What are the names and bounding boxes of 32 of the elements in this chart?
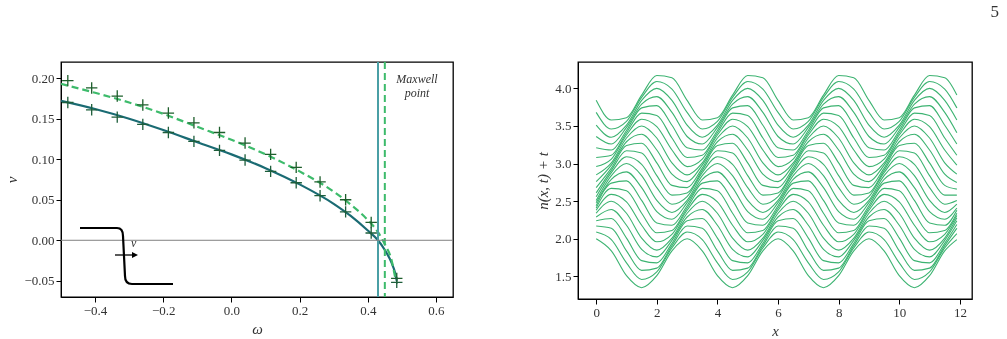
x-tick-label: −0.2 bbox=[151, 302, 176, 318]
y-axis-title: v bbox=[4, 176, 21, 184]
y-tick-label: 2.0 bbox=[555, 231, 572, 247]
y-tick-label: 0.20 bbox=[31, 70, 55, 86]
y-tick-label: −0.05 bbox=[24, 273, 55, 289]
x-tick-label: 0.2 bbox=[291, 302, 309, 318]
y-tick-label: 0.00 bbox=[31, 232, 55, 248]
x-tick-label: −0.4 bbox=[83, 302, 108, 318]
y-tick-label: 3.5 bbox=[555, 118, 572, 134]
x-tick-label: 0.0 bbox=[223, 302, 241, 318]
annotation: Maxwell point bbox=[395, 72, 439, 100]
y-tick-label: 2.5 bbox=[555, 193, 572, 209]
x-tick-label: 0.6 bbox=[428, 302, 446, 318]
x-tick-label: 12 bbox=[953, 304, 967, 320]
x-tick-label: 0 bbox=[593, 304, 600, 320]
y-tick-label: 4.0 bbox=[555, 80, 572, 96]
x-tick-label: 10 bbox=[893, 304, 907, 320]
x-tick-label: 0.4 bbox=[360, 302, 377, 318]
y-tick-label: 3.0 bbox=[555, 156, 572, 172]
y-tick-label: 0.15 bbox=[31, 111, 55, 127]
annotation: v bbox=[131, 236, 137, 250]
y-tick-label: 1.5 bbox=[555, 268, 572, 284]
y-axis-title: n(x, t) + t bbox=[535, 151, 553, 210]
x-tick-label: 6 bbox=[775, 304, 783, 320]
x-tick-label: 2 bbox=[654, 304, 661, 320]
text: 5 bbox=[990, 2, 999, 22]
x-axis-title: ω bbox=[252, 320, 263, 337]
y-tick-label: 0.10 bbox=[31, 151, 55, 167]
x-tick-label: 8 bbox=[835, 304, 843, 320]
y-tick-label: 0.05 bbox=[31, 192, 55, 208]
x-axis-title: x bbox=[771, 322, 780, 339]
x-tick-label: 4 bbox=[714, 304, 722, 320]
